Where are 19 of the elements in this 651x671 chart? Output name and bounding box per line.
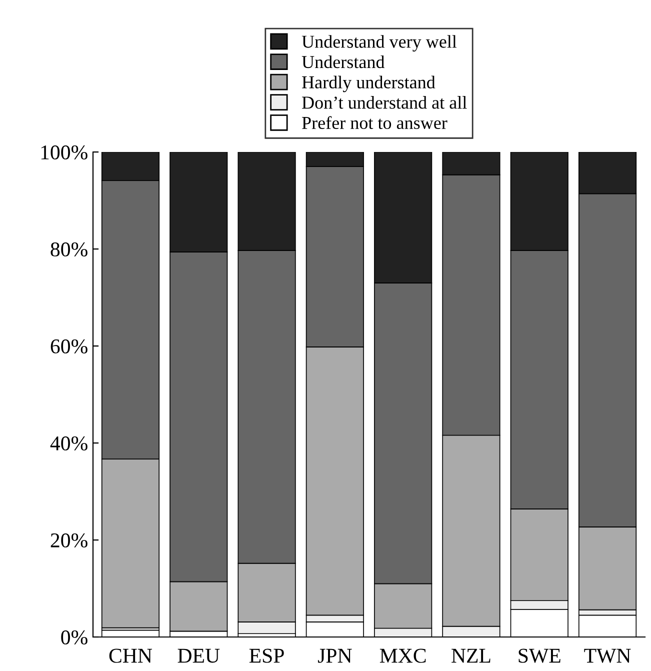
y-tick-label: 60% xyxy=(50,339,88,354)
x-tick-label: CHN xyxy=(109,648,152,663)
legend-label: Hardly understand xyxy=(302,76,436,92)
x-tick-label: SWE xyxy=(518,648,560,663)
x-tick-label: NZL xyxy=(452,648,490,663)
x-tick-label: ESP xyxy=(249,648,284,663)
y-tick-label: 40% xyxy=(50,436,88,450)
legend-label: Prefer not to answer xyxy=(302,116,448,130)
legend-label: Understand very well xyxy=(302,35,457,52)
y-tick-label: 100% xyxy=(41,145,88,160)
x-tick-label: DEU xyxy=(178,648,220,663)
y-tick-label: 20% xyxy=(50,533,88,548)
legend-label: Understand xyxy=(302,55,385,68)
x-tick-label: TWN xyxy=(584,648,631,663)
y-tick-label: 0% xyxy=(61,630,88,644)
y-tick-label: 80% xyxy=(50,242,88,256)
x-tick-label: JPN xyxy=(318,648,352,663)
legend-label: Don’t understand at all xyxy=(302,96,467,109)
x-tick-label: MXC xyxy=(380,648,426,663)
